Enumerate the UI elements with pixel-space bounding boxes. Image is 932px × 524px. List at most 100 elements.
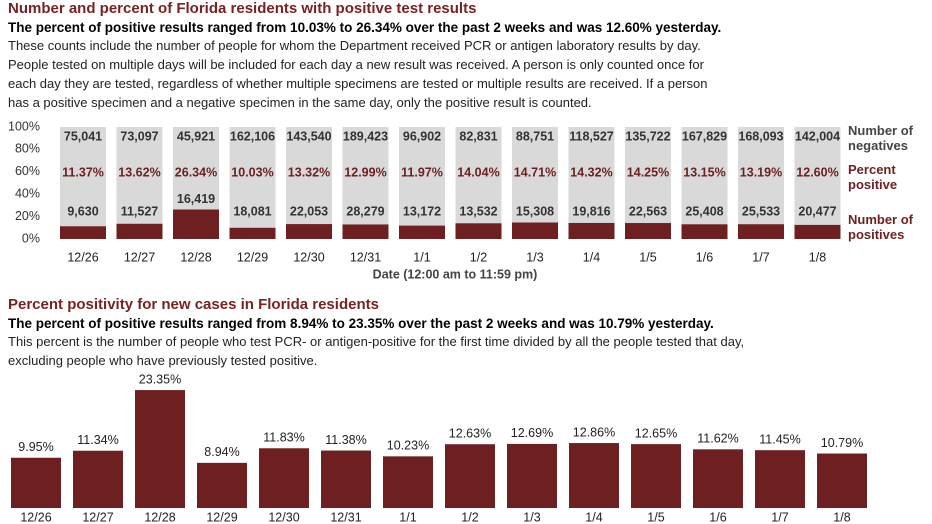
description-line: excluding people who have previously tes… (8, 353, 318, 368)
bar (755, 450, 805, 508)
value-label: 10.23% (387, 439, 429, 453)
value-label: 11.34% (77, 433, 118, 447)
positives-label: 22,053 (290, 204, 328, 218)
negatives-segment (794, 127, 841, 225)
bar (507, 443, 557, 508)
negatives-segment (512, 127, 558, 223)
percent-label: 13.62% (118, 165, 160, 179)
negatives-segment (738, 127, 784, 225)
bar (321, 450, 371, 508)
negatives-segment (455, 127, 502, 224)
positives-label: 13,172 (403, 204, 441, 218)
negatives-segment (625, 127, 671, 224)
positives-label: 18,081 (233, 204, 271, 218)
description-line: This percent is the number of people who… (8, 334, 745, 349)
legend-entry: Number of positives (848, 212, 913, 242)
positives-segment (681, 224, 728, 239)
x-tick-label: 12/30 (268, 510, 299, 524)
description-line: People tested on multiple days will be i… (8, 57, 704, 72)
x-tick-label: 1/1 (413, 250, 430, 264)
x-axis-label: Date (12:00 am to 11:59 pm) (373, 267, 538, 281)
negatives-label: 135,722 (625, 129, 670, 143)
x-tick-label: 12/28 (180, 250, 211, 264)
x-tick-label: 1/6 (696, 250, 713, 264)
x-tick-label: 12/27 (82, 510, 113, 524)
value-label: 11.45% (759, 432, 800, 446)
positives-segment (60, 226, 106, 239)
positives-segment (794, 224, 841, 239)
percent-label: 14.71% (514, 165, 556, 179)
percent-label: 10.03% (231, 165, 273, 179)
bar (569, 443, 619, 508)
value-label: 12.86% (573, 425, 615, 439)
positives-label: 25,408 (685, 204, 723, 218)
positives-segment (455, 223, 502, 239)
positives-segment (229, 227, 276, 239)
value-label: 10.79% (821, 436, 863, 450)
positives-segment (399, 225, 445, 239)
bar (631, 444, 681, 508)
negatives-segment (681, 127, 728, 225)
positives-segment (738, 224, 784, 239)
positives-segment (568, 222, 615, 239)
x-tick-label: 1/8 (809, 250, 826, 264)
negatives-label: 88,751 (516, 129, 554, 143)
negatives-segment (568, 127, 615, 223)
y-tick-label: 100% (8, 119, 40, 133)
percent-label: 14.25% (627, 165, 669, 179)
percent-label: 13.15% (683, 165, 725, 179)
negatives-segment (342, 127, 389, 225)
percent-label: 12.60% (796, 165, 838, 179)
percent-label: 11.97% (401, 165, 443, 179)
x-tick-label: 1/7 (752, 250, 769, 264)
legend-entry: Number of negatives (848, 123, 913, 153)
x-tick-label: 12/31 (330, 510, 361, 524)
value-label: 9.95% (18, 440, 53, 454)
value-label: 12.65% (635, 426, 677, 440)
positives-segment (512, 222, 558, 239)
positives-label: 20,477 (798, 204, 836, 218)
x-tick-label: 1/2 (470, 250, 487, 264)
y-tick-label: 40% (15, 186, 40, 200)
negatives-segment (286, 127, 332, 225)
x-tick-label: 1/7 (771, 510, 788, 524)
y-tick-label: 60% (15, 164, 40, 178)
value-label: 8.94% (204, 445, 239, 459)
bar (693, 449, 743, 508)
bar (383, 456, 433, 508)
value-label: 12.63% (449, 427, 491, 441)
positives-segment (116, 223, 163, 239)
bar (73, 450, 123, 508)
negatives-label: 45,921 (177, 129, 215, 143)
value-label: 11.38% (325, 433, 366, 447)
negatives-label: 118,527 (569, 129, 614, 143)
positives-label: 13,532 (459, 204, 497, 218)
x-tick-label: 1/3 (523, 510, 540, 524)
positives-label: 28,279 (346, 204, 384, 218)
bar (817, 453, 867, 508)
negatives-segment (399, 127, 445, 226)
positives-segment (173, 209, 219, 239)
x-tick-label: 1/2 (461, 510, 478, 524)
x-tick-label: 1/1 (399, 510, 416, 524)
chart-subtitle: The percent of positive results ranged f… (8, 20, 722, 35)
value-label: 11.62% (697, 432, 738, 446)
negatives-segment (229, 127, 276, 228)
positives-label: 16,419 (177, 192, 215, 206)
percent-label: 13.19% (740, 165, 782, 179)
y-tick-label: 0% (22, 231, 40, 245)
chart-title: Percent positivity for new cases in Flor… (8, 296, 379, 313)
negatives-label: 143,540 (286, 129, 331, 143)
description-line: has a positive specimen and a negative s… (8, 95, 592, 110)
percent-label: 11.37% (62, 165, 104, 179)
bar (135, 390, 185, 508)
positives-label: 9,630 (67, 204, 98, 218)
chart-subtitle: The percent of positive results ranged f… (8, 316, 714, 331)
negatives-segment (116, 127, 163, 224)
percent-label: 14.32% (570, 165, 612, 179)
percent-label: 14.04% (457, 165, 499, 179)
positives-segment (342, 224, 389, 239)
x-tick-label: 12/31 (350, 250, 381, 264)
